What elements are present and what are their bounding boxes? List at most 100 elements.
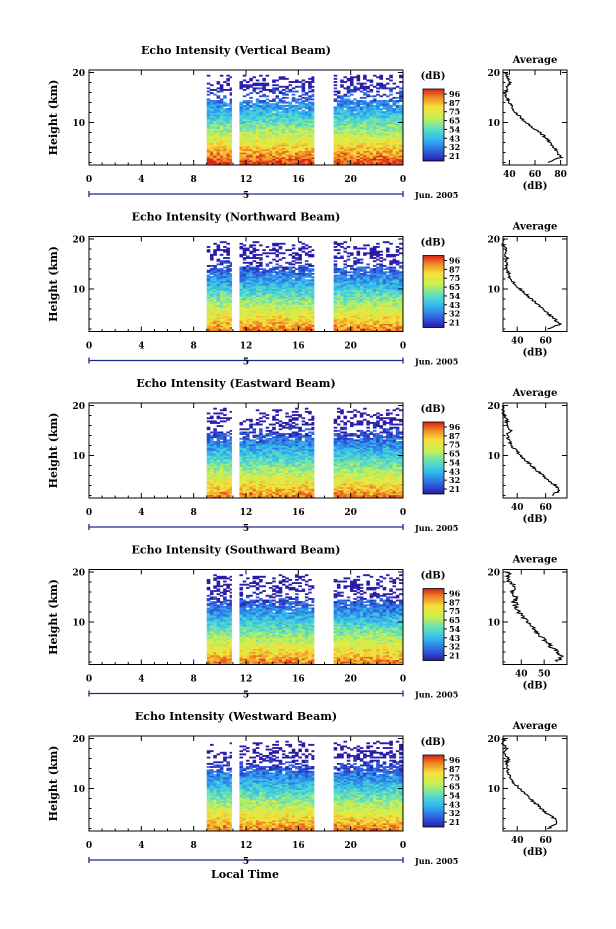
heatmap-cell bbox=[226, 272, 230, 275]
heatmap-cell bbox=[399, 76, 403, 79]
heatmap-cell bbox=[301, 122, 306, 125]
heatmap-cell bbox=[395, 323, 400, 326]
heatmap-cell bbox=[252, 322, 257, 324]
colorbar-unit: (dB) bbox=[421, 71, 446, 82]
heatmap-cell bbox=[246, 130, 250, 133]
heatmap-cell bbox=[363, 134, 367, 137]
heatmap-cell bbox=[262, 103, 266, 106]
heatmap-cell bbox=[379, 127, 384, 129]
heatmap-cell bbox=[301, 312, 306, 315]
heatmap-cell bbox=[262, 87, 266, 90]
heatmap-cell bbox=[272, 152, 276, 155]
heatmap-cell bbox=[285, 123, 289, 126]
heatmap-cell bbox=[216, 301, 221, 304]
heatmap-cell bbox=[249, 293, 253, 296]
heatmap-cell bbox=[399, 81, 403, 83]
heatmap-cell bbox=[288, 263, 293, 266]
heatmap-cell bbox=[350, 326, 354, 329]
heatmap-cell bbox=[395, 112, 400, 115]
heatmap-cell bbox=[259, 285, 263, 288]
heatmap-cell bbox=[399, 120, 403, 123]
heatmap-cell bbox=[216, 296, 221, 299]
heatmap-cell bbox=[288, 120, 293, 123]
heatmap-cell bbox=[389, 146, 393, 148]
heatmap-cell bbox=[392, 96, 397, 99]
heatmap-cell bbox=[229, 163, 232, 166]
heatmap-cell bbox=[389, 163, 393, 166]
heatmap-cell bbox=[265, 265, 270, 267]
heatmap-cell bbox=[372, 114, 377, 117]
heatmap-cell bbox=[353, 89, 357, 91]
heatmap-cell bbox=[265, 255, 270, 258]
heatmap-cell bbox=[350, 306, 354, 309]
heatmap-cell bbox=[346, 315, 351, 318]
heatmap-cell bbox=[249, 142, 253, 145]
heatmap-cell bbox=[366, 141, 370, 144]
heatmap-cell bbox=[379, 160, 384, 163]
heatmap-cell bbox=[340, 150, 344, 153]
heatmap-cell bbox=[304, 98, 309, 101]
heatmap-cell bbox=[210, 326, 214, 329]
heatmap-cell bbox=[366, 87, 370, 90]
heatmap-cell bbox=[242, 127, 247, 129]
heatmap-cell bbox=[242, 320, 247, 323]
heatmap-cell bbox=[272, 158, 276, 161]
heatmap-cell bbox=[298, 291, 302, 294]
heatmap-cell bbox=[382, 158, 387, 161]
heatmap-cell bbox=[372, 329, 377, 332]
heatmap-cell bbox=[340, 269, 344, 272]
heatmap-cell bbox=[259, 257, 263, 259]
heatmap-cell bbox=[311, 111, 315, 114]
heatmap-cell bbox=[298, 111, 302, 114]
heatmap-cell bbox=[372, 306, 377, 309]
heatmap-cell bbox=[262, 317, 266, 320]
heatmap-cell bbox=[304, 117, 309, 120]
heatmap-cell bbox=[366, 282, 370, 285]
heatmap-cell bbox=[392, 268, 397, 271]
heatmap-cell bbox=[259, 122, 263, 125]
heatmap-cell bbox=[308, 147, 312, 150]
heatmap-cell bbox=[219, 268, 224, 271]
heatmap-cell bbox=[304, 125, 309, 128]
heatmap-cell bbox=[333, 279, 338, 282]
heatmap-cell bbox=[356, 74, 361, 77]
heatmap-cell bbox=[226, 279, 230, 282]
heatmap-cell bbox=[278, 90, 283, 93]
heatmap-cell bbox=[343, 304, 348, 307]
heatmap-cell bbox=[301, 323, 306, 326]
heatmap-cell bbox=[281, 142, 286, 145]
heatmap-cell bbox=[288, 144, 293, 147]
heatmap-cell bbox=[389, 138, 393, 140]
heatmap-cell bbox=[291, 279, 296, 282]
heatmap-cell bbox=[379, 87, 384, 90]
heatmap-cell bbox=[249, 117, 253, 120]
heatmap-cell bbox=[226, 249, 230, 252]
heatmap-cell bbox=[295, 90, 299, 93]
heatmap-cell bbox=[382, 271, 387, 274]
heatmap-cell bbox=[291, 131, 296, 134]
heatmap-cell bbox=[291, 291, 296, 294]
heatmap-cell bbox=[239, 161, 244, 164]
heatmap-cell bbox=[376, 291, 380, 294]
heatmap-cell bbox=[340, 125, 344, 128]
heatmap-cell bbox=[353, 115, 357, 118]
heatmap-cell bbox=[376, 117, 380, 120]
heatmap-cell bbox=[262, 95, 266, 98]
heatmap-cell bbox=[340, 246, 344, 248]
heatmap-cell bbox=[353, 139, 357, 142]
heatmap-cell bbox=[301, 85, 306, 88]
heatmap-cell bbox=[366, 103, 370, 106]
heatmap-cell bbox=[356, 106, 361, 109]
heatmap-cell bbox=[206, 312, 211, 315]
heatmap-cell bbox=[298, 147, 302, 150]
heatmap-cell bbox=[226, 312, 230, 315]
heatmap-cell bbox=[219, 307, 224, 310]
heatmap-cell bbox=[395, 301, 400, 304]
heatmap-cell bbox=[395, 152, 400, 155]
heatmap-cell bbox=[369, 125, 374, 128]
heatmap-cell bbox=[213, 153, 217, 156]
heatmap-cell bbox=[382, 328, 387, 331]
heatmap-cell bbox=[304, 268, 309, 271]
heatmap-cell bbox=[216, 141, 221, 144]
heatmap-cell bbox=[392, 269, 397, 272]
